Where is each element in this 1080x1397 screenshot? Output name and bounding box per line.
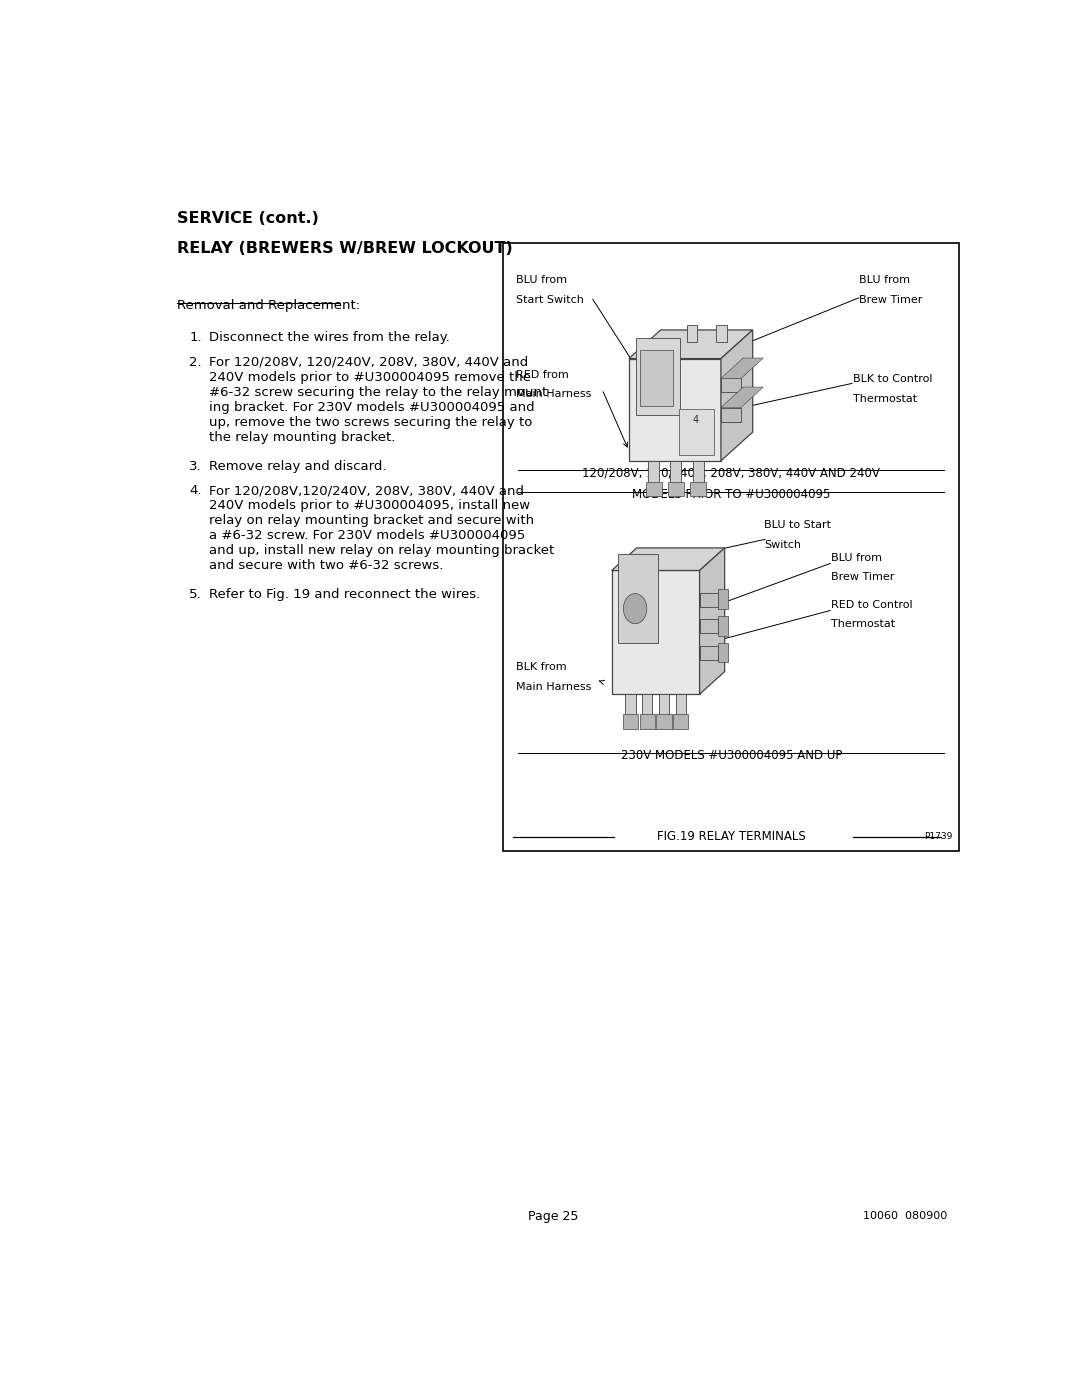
Bar [671, 461, 681, 485]
Text: 230V MODELS #U300004095 AND UP: 230V MODELS #U300004095 AND UP [621, 749, 842, 761]
Text: Disconnect the wires from the relay.: Disconnect the wires from the relay. [208, 331, 449, 344]
Bar [700, 592, 718, 606]
Text: 1.: 1. [189, 331, 202, 344]
Bar [623, 714, 638, 729]
Text: BLU to Start: BLU to Start [765, 521, 832, 531]
Text: 4.: 4. [189, 485, 202, 497]
Text: SERVICE (cont.): SERVICE (cont.) [177, 211, 319, 226]
Bar [646, 482, 662, 496]
Bar [635, 338, 679, 415]
Bar [676, 694, 686, 715]
Bar [679, 409, 714, 455]
Bar [611, 570, 700, 694]
Bar [718, 590, 728, 609]
Text: BLK to Control: BLK to Control [853, 374, 933, 384]
Bar [619, 555, 658, 643]
Polygon shape [629, 330, 753, 359]
Bar [673, 714, 688, 729]
Text: Main Harness: Main Harness [516, 390, 591, 400]
Polygon shape [611, 548, 725, 570]
Text: Switch: Switch [765, 539, 801, 550]
Bar [721, 379, 741, 393]
Bar [657, 714, 672, 729]
Polygon shape [700, 548, 725, 694]
Text: 120/208V, 120/240V, 208V, 380V, 440V AND 240V: 120/208V, 120/240V, 208V, 380V, 440V AND… [582, 467, 880, 479]
Bar [718, 616, 728, 636]
Text: 3.: 3. [189, 460, 202, 472]
Bar [503, 243, 959, 851]
Text: 5.: 5. [189, 588, 202, 602]
Bar [700, 619, 718, 633]
Bar [716, 326, 727, 342]
Text: BLK from: BLK from [516, 662, 567, 672]
Bar [693, 461, 704, 485]
Text: BLU from: BLU from [859, 275, 910, 285]
Text: RED to Control: RED to Control [832, 601, 913, 610]
Bar [639, 351, 673, 407]
Bar [700, 647, 718, 661]
Text: P1739: P1739 [924, 833, 953, 841]
Text: Thermostat: Thermostat [832, 619, 895, 630]
Text: For 120/208V, 120/240V, 208V, 380V, 440V and
240V models prior to #U300004095 re: For 120/208V, 120/240V, 208V, 380V, 440V… [208, 356, 552, 444]
Text: For 120/208V,120/240V, 208V, 380V, 440V and
240V models prior to #U300004095, in: For 120/208V,120/240V, 208V, 380V, 440V … [208, 485, 554, 573]
Text: FIG.19 RELAY TERMINALS: FIG.19 RELAY TERMINALS [657, 830, 806, 844]
Polygon shape [721, 358, 764, 379]
Text: Main Harness: Main Harness [516, 682, 591, 692]
Bar [639, 714, 654, 729]
Text: 10060  080900: 10060 080900 [863, 1211, 947, 1221]
Text: Thermostat: Thermostat [853, 394, 917, 404]
Bar [659, 694, 669, 715]
Text: Refer to Fig. 19 and reconnect the wires.: Refer to Fig. 19 and reconnect the wires… [208, 588, 480, 602]
Bar [643, 694, 652, 715]
Text: Page 25: Page 25 [528, 1210, 579, 1222]
Text: MODELS PRIOR TO #U300004095: MODELS PRIOR TO #U300004095 [632, 488, 831, 502]
Text: Start Switch: Start Switch [516, 295, 583, 305]
Text: BLU from: BLU from [832, 553, 882, 563]
Text: RED from: RED from [516, 370, 568, 380]
Polygon shape [721, 387, 764, 408]
Text: BLU from: BLU from [516, 275, 567, 285]
Bar [625, 694, 635, 715]
Ellipse shape [623, 594, 647, 623]
Text: Brew Timer: Brew Timer [832, 573, 894, 583]
Text: Brew Timer: Brew Timer [859, 295, 922, 305]
Text: RELAY (BREWERS W/BREW LOCKOUT): RELAY (BREWERS W/BREW LOCKOUT) [177, 240, 513, 256]
Bar [648, 461, 660, 485]
Text: 2.: 2. [189, 356, 202, 369]
Bar [718, 643, 728, 662]
Bar [721, 408, 741, 422]
Bar [690, 482, 706, 496]
Text: 4: 4 [692, 415, 699, 426]
Text: Removal and Replacement:: Removal and Replacement: [177, 299, 360, 312]
Bar [687, 326, 698, 342]
Bar [629, 359, 720, 461]
Bar [667, 482, 684, 496]
Text: Remove relay and discard.: Remove relay and discard. [208, 460, 387, 472]
Polygon shape [721, 330, 753, 461]
